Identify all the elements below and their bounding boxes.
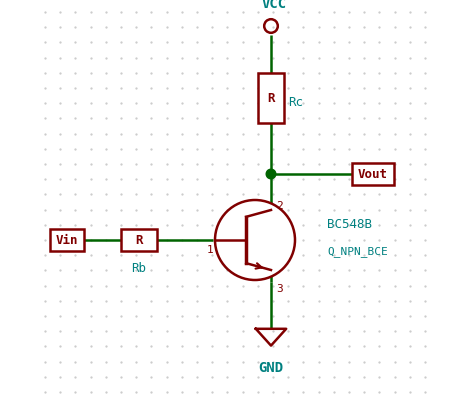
Bar	[352, 163, 394, 185]
Text: 1: 1	[206, 245, 213, 255]
Text: VCC: VCC	[262, 0, 287, 11]
Text: Vout: Vout	[358, 168, 388, 180]
Text: R: R	[135, 234, 143, 246]
Text: GND: GND	[258, 361, 283, 375]
Bar	[258, 73, 284, 123]
Text: BC548B: BC548B	[327, 218, 372, 231]
Bar	[50, 229, 84, 251]
Text: Vin: Vin	[56, 234, 78, 246]
Text: 2: 2	[276, 201, 283, 211]
Bar	[121, 229, 157, 251]
Text: R: R	[267, 92, 275, 104]
Text: Rc: Rc	[288, 96, 303, 108]
Text: Rb: Rb	[131, 262, 146, 275]
Text: Q_NPN_BCE: Q_NPN_BCE	[327, 246, 388, 257]
Circle shape	[266, 169, 276, 179]
Circle shape	[215, 200, 295, 280]
Text: 3: 3	[276, 284, 283, 294]
